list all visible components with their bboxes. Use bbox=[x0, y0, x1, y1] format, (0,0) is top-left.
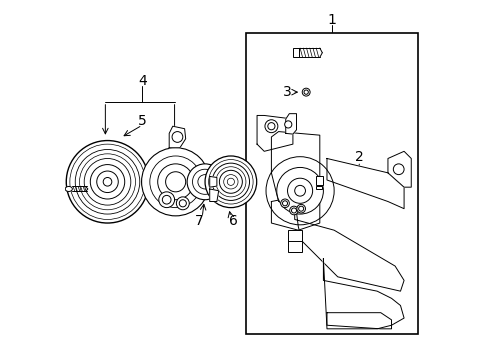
Ellipse shape bbox=[65, 186, 72, 192]
Circle shape bbox=[97, 171, 118, 193]
Ellipse shape bbox=[302, 88, 309, 96]
Circle shape bbox=[267, 123, 274, 130]
Circle shape bbox=[291, 208, 296, 213]
Circle shape bbox=[176, 197, 189, 210]
Circle shape bbox=[179, 200, 186, 207]
Text: 3: 3 bbox=[282, 85, 290, 99]
Circle shape bbox=[298, 206, 303, 211]
Circle shape bbox=[282, 201, 287, 206]
Polygon shape bbox=[271, 196, 319, 230]
Polygon shape bbox=[209, 176, 217, 187]
Ellipse shape bbox=[304, 90, 308, 94]
Circle shape bbox=[280, 199, 289, 208]
Polygon shape bbox=[323, 259, 403, 329]
Polygon shape bbox=[271, 132, 319, 202]
Circle shape bbox=[215, 167, 245, 197]
Circle shape bbox=[212, 163, 249, 201]
Text: 5: 5 bbox=[138, 114, 146, 128]
Circle shape bbox=[289, 206, 298, 215]
Circle shape bbox=[84, 158, 131, 205]
Bar bbox=[316, 176, 323, 185]
Circle shape bbox=[284, 121, 291, 128]
Circle shape bbox=[227, 178, 234, 185]
Circle shape bbox=[219, 170, 242, 193]
Circle shape bbox=[204, 156, 256, 208]
Bar bbox=[292, 48, 299, 57]
Text: 4: 4 bbox=[138, 75, 146, 89]
Polygon shape bbox=[294, 198, 403, 291]
Circle shape bbox=[80, 154, 135, 210]
Bar bbox=[287, 230, 301, 252]
Polygon shape bbox=[209, 189, 218, 202]
Circle shape bbox=[287, 178, 312, 203]
Text: 7: 7 bbox=[195, 214, 203, 228]
Circle shape bbox=[192, 169, 217, 194]
Polygon shape bbox=[326, 158, 403, 209]
Text: 1: 1 bbox=[327, 13, 336, 27]
Circle shape bbox=[392, 164, 403, 175]
Circle shape bbox=[265, 157, 333, 225]
Circle shape bbox=[276, 167, 323, 214]
Polygon shape bbox=[387, 151, 410, 187]
Polygon shape bbox=[257, 116, 292, 151]
Circle shape bbox=[158, 164, 193, 200]
Circle shape bbox=[149, 156, 201, 208]
Circle shape bbox=[165, 172, 185, 192]
Circle shape bbox=[70, 144, 145, 220]
Circle shape bbox=[66, 140, 148, 223]
Circle shape bbox=[223, 175, 238, 189]
Polygon shape bbox=[285, 114, 296, 134]
Circle shape bbox=[296, 204, 305, 213]
Text: 2: 2 bbox=[354, 150, 363, 164]
Text: 6: 6 bbox=[228, 214, 237, 228]
Circle shape bbox=[172, 132, 183, 142]
Circle shape bbox=[198, 175, 212, 189]
Bar bbox=[246, 33, 418, 334]
Circle shape bbox=[264, 120, 277, 133]
Polygon shape bbox=[326, 313, 391, 329]
Circle shape bbox=[162, 195, 171, 204]
Circle shape bbox=[294, 185, 305, 196]
Circle shape bbox=[159, 192, 174, 208]
Circle shape bbox=[103, 177, 112, 186]
Circle shape bbox=[75, 149, 140, 214]
Circle shape bbox=[208, 159, 253, 204]
Circle shape bbox=[142, 148, 209, 216]
Bar bbox=[316, 186, 321, 189]
Circle shape bbox=[90, 165, 124, 199]
Polygon shape bbox=[169, 126, 185, 148]
Circle shape bbox=[187, 164, 223, 200]
